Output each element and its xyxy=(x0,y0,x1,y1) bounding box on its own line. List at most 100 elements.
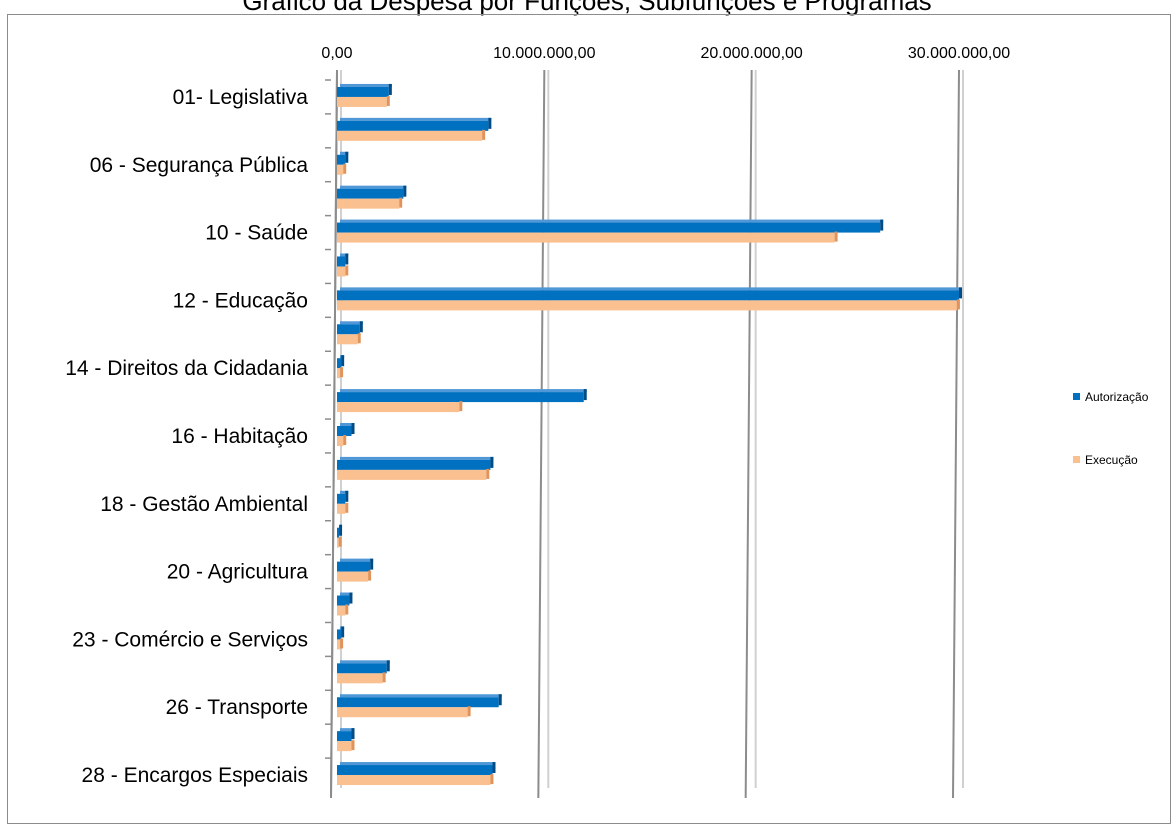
bar-autorizacao xyxy=(337,629,342,640)
category-label: 14 - Direitos da Cidadania xyxy=(65,357,308,380)
bar-autorizacao-top xyxy=(340,287,962,291)
x-tick-label: 20.000.000,00 xyxy=(701,45,803,62)
bar-autorizacao-side xyxy=(370,558,374,570)
bar-autorizacao-side xyxy=(583,389,587,401)
bar-autorizacao-side xyxy=(498,694,502,706)
bar-execucao xyxy=(337,469,487,480)
bar-execucao-side xyxy=(482,129,486,140)
bar-execucao-side xyxy=(340,367,344,378)
x-tick-label: 10.000.000,00 xyxy=(493,45,595,62)
bar-autorizacao xyxy=(337,154,346,165)
category-label: 06 - Segurança Pública xyxy=(90,154,309,177)
bar-autorizacao-side xyxy=(490,456,494,468)
bar-autorizacao-top xyxy=(340,219,884,223)
bar-autorizacao xyxy=(337,290,959,301)
category-label: 28 - Encargos Especiais xyxy=(82,764,308,787)
bar-autorizacao-top xyxy=(340,151,349,155)
legend-swatch xyxy=(1073,456,1080,463)
bar-autorizacao-top xyxy=(340,728,355,732)
bar-execucao-side xyxy=(399,197,403,208)
category-label: 01- Legislativa xyxy=(173,86,309,109)
bar-execucao-side xyxy=(357,333,361,344)
bar-execucao xyxy=(337,368,341,379)
category-label: 23 - Comércio e Serviços xyxy=(72,628,308,651)
gridline xyxy=(744,69,753,799)
bar-execucao xyxy=(337,300,957,311)
bar-autorizacao-side xyxy=(341,626,345,638)
bar-autorizacao-top xyxy=(340,185,407,189)
bar-execucao-side xyxy=(956,299,960,310)
bar-autorizacao-top xyxy=(340,423,355,426)
bar-autorizacao xyxy=(337,256,346,267)
bar-execucao-side xyxy=(490,774,494,785)
bar-autorizacao-side xyxy=(403,185,407,197)
bar-autorizacao-side xyxy=(349,592,353,604)
bar-execucao xyxy=(337,503,346,514)
bar-autorizacao-top xyxy=(340,389,587,393)
y-axis-line xyxy=(330,71,338,799)
bar-execucao xyxy=(337,537,339,548)
bar-execucao xyxy=(337,741,352,752)
category-label: 12 - Educação xyxy=(173,289,308,312)
legend-label: Autorização xyxy=(1085,390,1149,404)
bar-autorizacao-side xyxy=(339,524,343,536)
category-label: 16 - Habitação xyxy=(171,425,308,448)
bar-autorizacao-top xyxy=(340,660,390,664)
bar-autorizacao-side xyxy=(388,83,392,95)
bar-execucao-side xyxy=(386,95,390,106)
bar-autorizacao-side xyxy=(351,423,355,434)
bar-autorizacao-side xyxy=(345,253,349,265)
category-label: 26 - Transporte xyxy=(166,696,308,719)
bar-autorizacao-top xyxy=(340,321,363,325)
bar-execucao xyxy=(337,164,344,175)
bar-execucao xyxy=(337,96,387,107)
bar-autorizacao-top xyxy=(340,592,353,596)
bar-execucao xyxy=(337,334,358,345)
legend-swatch xyxy=(1073,393,1080,400)
chart-title: Gráfico da Despesa por Funções, Subfunçõ… xyxy=(242,0,932,16)
bar-autorizacao-side xyxy=(492,762,496,774)
bar-execucao xyxy=(337,605,346,616)
bar-autorizacao-side xyxy=(351,728,355,740)
bar-autorizacao xyxy=(337,731,352,742)
bar-autorizacao xyxy=(337,188,404,199)
bar-execucao-side xyxy=(834,231,838,242)
bar-autorizacao-side xyxy=(959,287,962,299)
bar-autorizacao xyxy=(337,765,493,776)
bar-execucao xyxy=(337,130,483,141)
bar-autorizacao xyxy=(337,324,360,335)
bar-execucao-side xyxy=(486,468,490,479)
bar-autorizacao xyxy=(337,663,387,674)
bar-execucao xyxy=(337,571,369,582)
bar-autorizacao-side xyxy=(341,355,345,367)
plot-frame xyxy=(7,14,1171,824)
bar-autorizacao xyxy=(337,697,499,708)
bar-execucao xyxy=(337,775,491,786)
bar-autorizacao xyxy=(337,222,881,233)
bar-execucao-side xyxy=(345,502,349,513)
bar-execucao-side xyxy=(351,740,355,751)
bar-autorizacao-side xyxy=(359,321,363,333)
bar-autorizacao xyxy=(337,358,342,369)
bar-autorizacao-top xyxy=(340,456,494,460)
bar-execucao-side xyxy=(459,401,463,412)
bar-autorizacao-top xyxy=(340,490,349,494)
bar-execucao xyxy=(337,707,468,718)
bar-execucao xyxy=(337,198,400,209)
bar-autorizacao-top xyxy=(340,762,496,766)
category-label: 20 - Agricultura xyxy=(167,561,309,584)
bar-autorizacao-side xyxy=(345,151,349,163)
category-label: 18 - Gestão Ambiental xyxy=(100,493,308,516)
gridline xyxy=(952,69,960,799)
bar-execucao-side xyxy=(382,672,386,683)
bar-autorizacao xyxy=(337,426,352,436)
bar-autorizacao xyxy=(337,595,350,606)
bar-execucao-side xyxy=(467,706,471,717)
bar-autorizacao xyxy=(337,86,389,97)
category-label: 10 - Saúde xyxy=(205,222,308,245)
bar-autorizacao-side xyxy=(345,490,349,502)
bar-execucao-side xyxy=(338,536,342,547)
bar-autorizacao-side xyxy=(386,660,390,672)
bar-execucao xyxy=(337,673,383,684)
